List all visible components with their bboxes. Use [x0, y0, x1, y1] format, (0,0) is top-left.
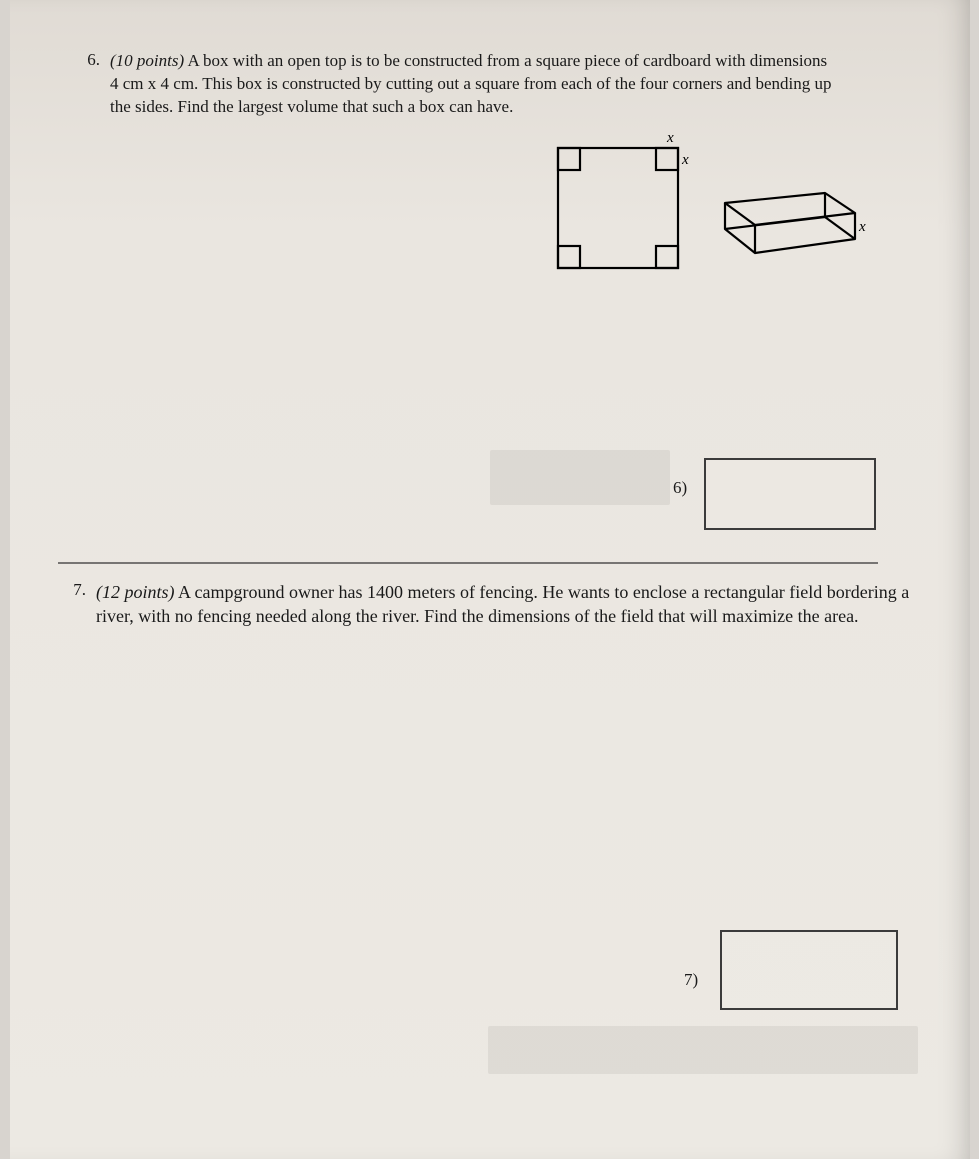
flat-cardboard-icon: x x: [550, 128, 690, 278]
question-6-text-2: 4 cm x 4 cm. This box is constructed by …: [110, 74, 832, 93]
question-7-number: 7.: [58, 580, 86, 600]
question-7-row: 7. (12 points) A campground owner has 14…: [58, 580, 918, 629]
question-6-number: 6.: [72, 50, 100, 70]
question-7-points: (12 points): [96, 582, 175, 602]
answer-6-label: 6): [673, 478, 687, 498]
worksheet-page: 6. (10 points) A box with an open top is…: [10, 0, 970, 1159]
question-6-row: 6. (10 points) A box with an open top is…: [72, 50, 902, 119]
question-6: 6. (10 points) A box with an open top is…: [72, 50, 902, 119]
question-6-text-1: A box with an open top is to be construc…: [184, 51, 827, 70]
question-6-points: (10 points): [110, 51, 184, 70]
open-box-icon: x: [705, 163, 875, 283]
question-7-text-2: river, with no fencing needed along the …: [96, 606, 859, 626]
shadow-region-1: [490, 450, 670, 505]
question-7-text-1: A campground owner has 1400 meters of fe…: [175, 582, 910, 602]
question-7-body: (12 points) A campground owner has 1400 …: [86, 580, 909, 629]
question-7: 7. (12 points) A campground owner has 14…: [58, 580, 918, 629]
section-divider: [58, 562, 878, 564]
label-x-top: x: [666, 130, 674, 146]
shadow-region-2: [488, 1026, 918, 1074]
answer-7-label: 7): [684, 970, 698, 990]
answer-6-box[interactable]: [704, 458, 876, 530]
question-6-diagrams: x x x: [550, 128, 870, 278]
label-x-box: x: [858, 219, 866, 235]
question-6-text-3: the sides. Find the largest volume that …: [110, 97, 513, 116]
question-6-body: (10 points) A box with an open top is to…: [100, 50, 832, 119]
answer-7-box[interactable]: [720, 930, 898, 1010]
label-x-side: x: [681, 152, 689, 168]
